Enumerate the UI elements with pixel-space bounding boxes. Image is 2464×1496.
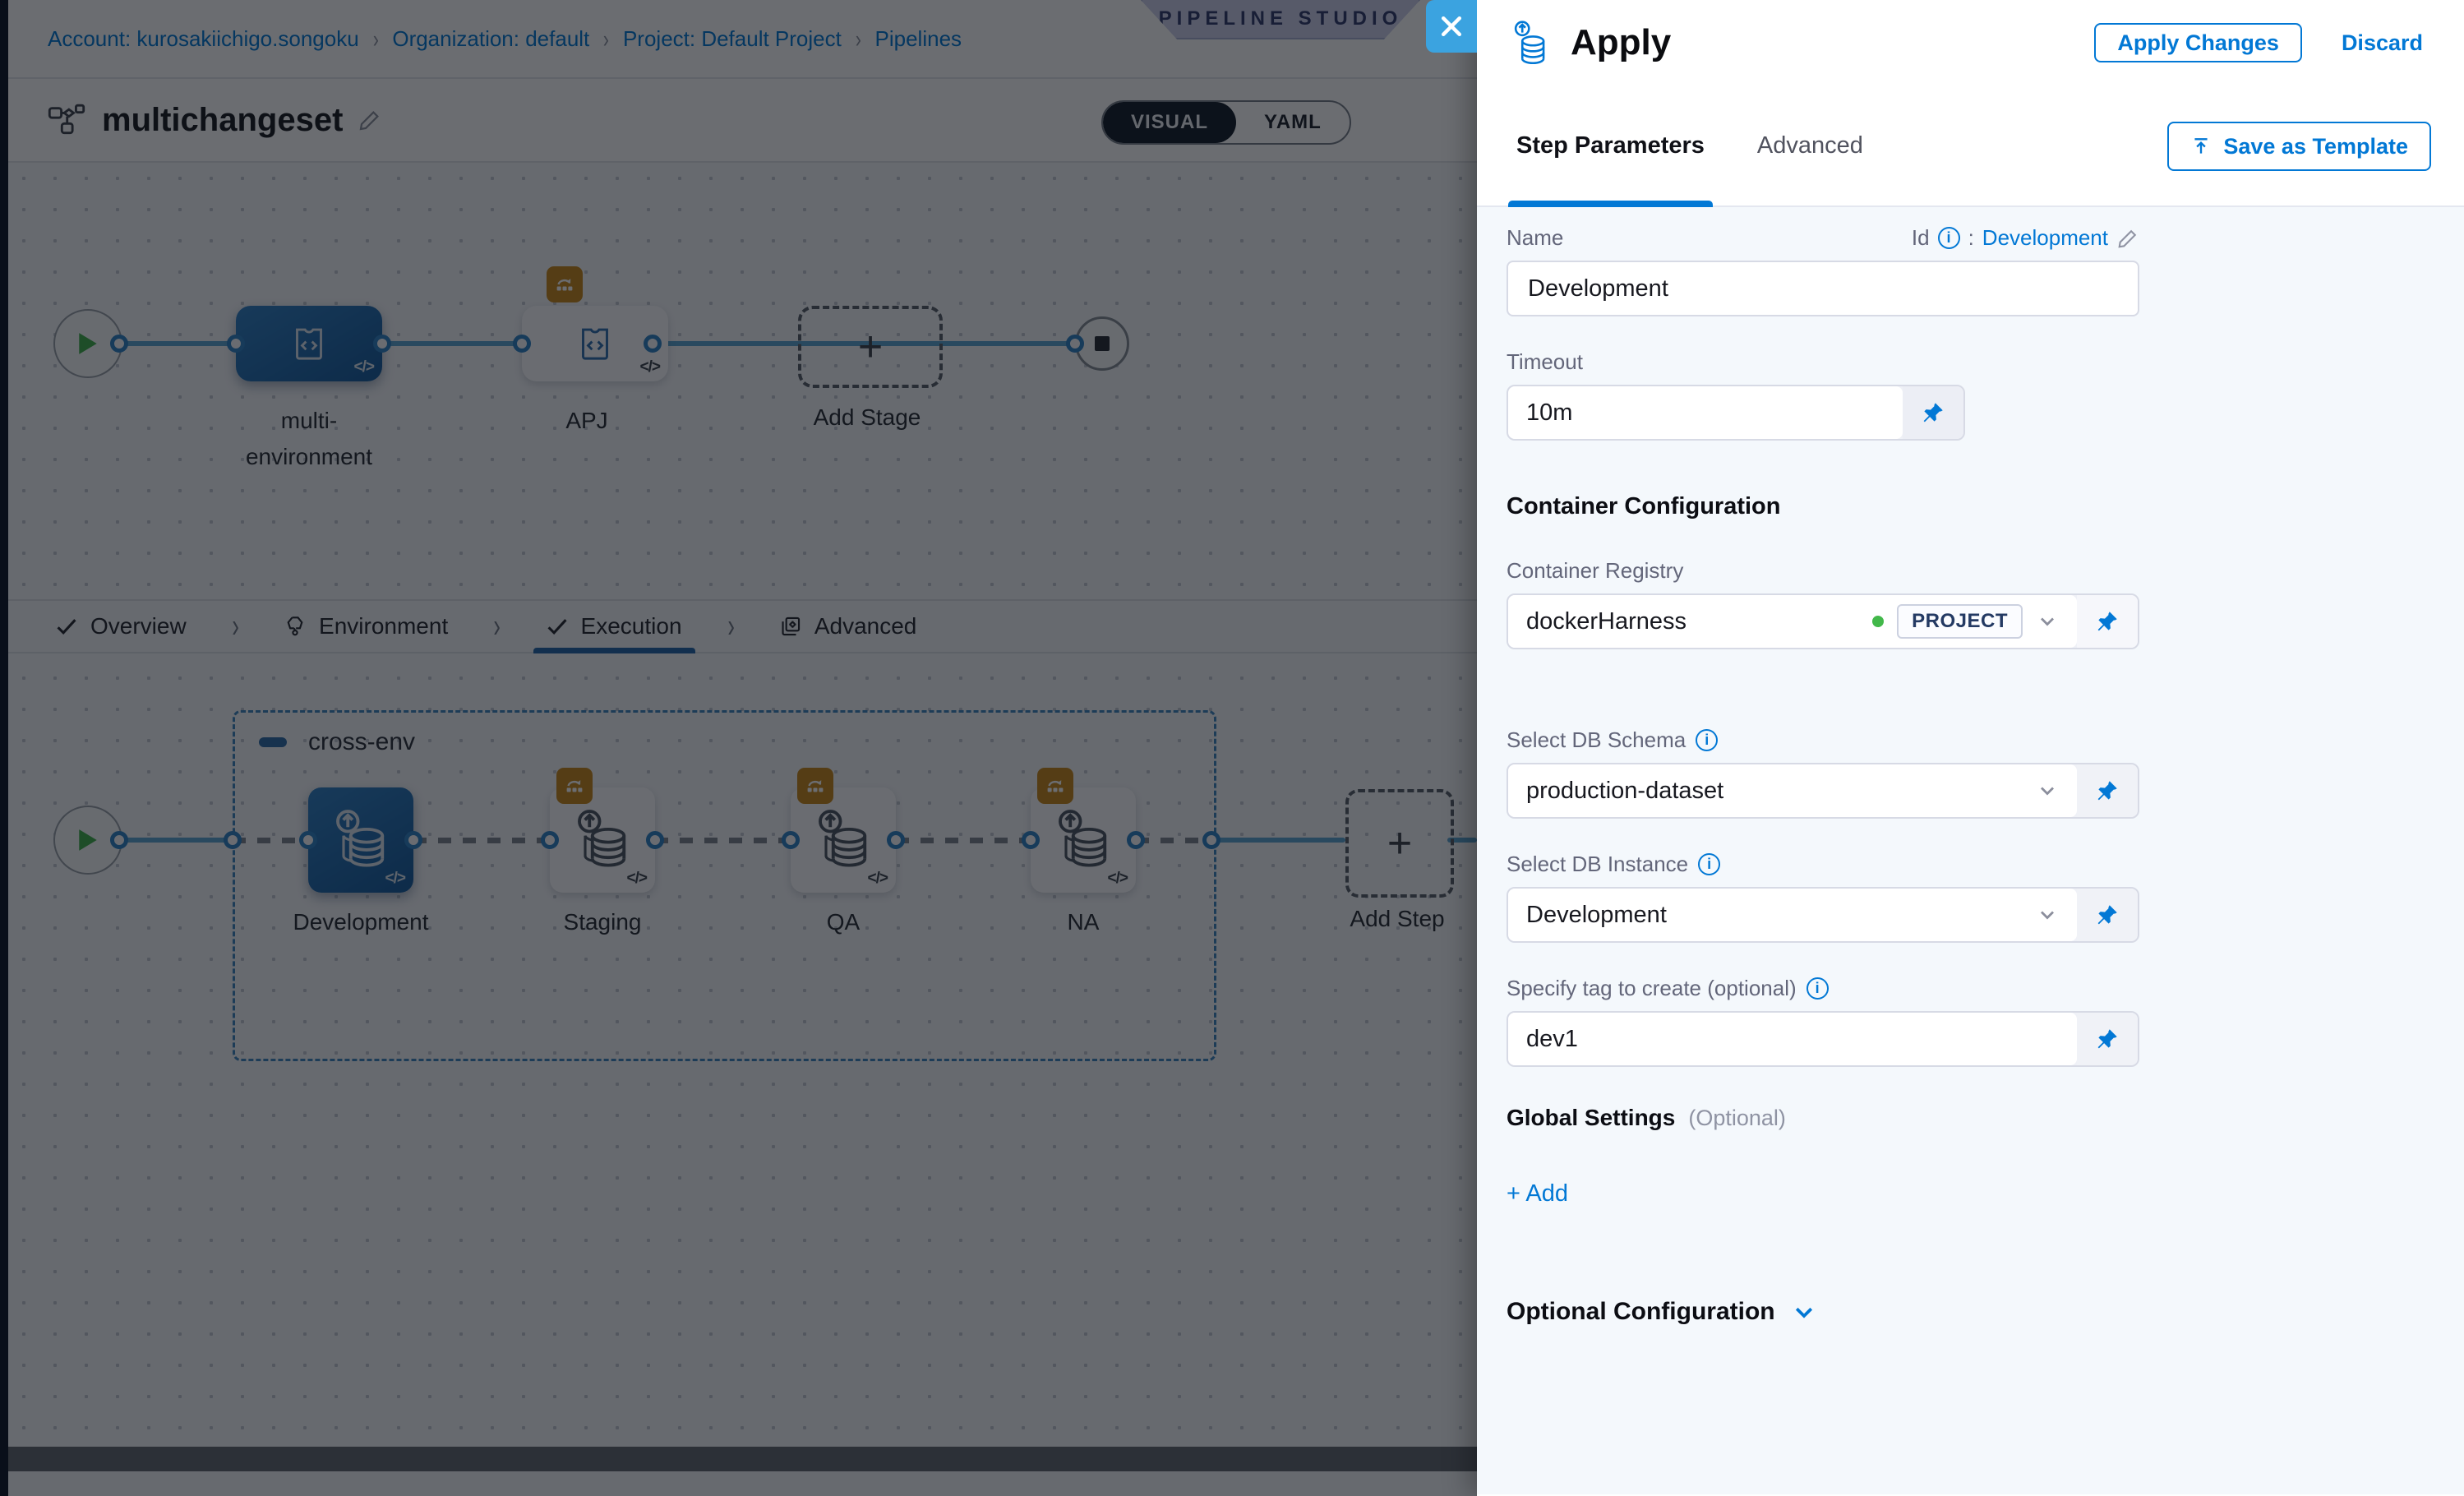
db-schema-label: Select DB Schema i	[1507, 727, 2464, 753]
name-field-row	[1507, 261, 2139, 316]
timeout-label: Timeout	[1507, 349, 1583, 374]
close-drawer-button[interactable]	[1426, 0, 1477, 53]
step-title: Apply	[1571, 22, 1672, 62]
pin-icon	[2097, 1029, 2117, 1049]
global-settings-label: Global Settings	[1507, 1105, 1676, 1130]
info-icon[interactable]: i	[1698, 853, 1721, 875]
pin-icon	[2097, 612, 2117, 631]
timeout-input[interactable]: 10m	[1508, 386, 1903, 439]
name-id-row: Name Id i : Development	[1507, 225, 2139, 251]
upload-icon	[2194, 138, 2208, 154]
connector-status-dot	[1872, 616, 1885, 627]
discard-button[interactable]: Discard	[2337, 30, 2428, 57]
drawer-tabs: Step Parameters Advanced Save as Templat…	[1477, 85, 2464, 207]
timeout-pin-button[interactable]	[1903, 386, 1963, 439]
tag-pin-button[interactable]	[2077, 1013, 2138, 1065]
pin-icon	[2097, 781, 2117, 801]
tag-label: Specify tag to create (optional) i	[1507, 976, 2464, 1001]
pipeline-editor-region: Account: kurosakiichigo.songoku › Organi…	[0, 0, 1477, 1496]
tab-advanced[interactable]: Advanced	[1756, 132, 1863, 159]
optional-configuration-label: Optional Configuration	[1507, 1298, 1775, 1325]
global-settings-optional: (Optional)	[1688, 1105, 1786, 1130]
optional-configuration-toggle[interactable]: Optional Configuration	[1507, 1298, 2464, 1326]
db-instance-pin-button[interactable]	[2077, 889, 2138, 941]
drawer-header: Apply Apply Changes Discard	[1477, 0, 2464, 85]
edit-pencil-icon[interactable]	[2116, 227, 2139, 250]
add-global-setting-button[interactable]: + Add	[1507, 1180, 1568, 1207]
save-as-template-button[interactable]: Save as Template	[2167, 122, 2431, 171]
database-upload-icon	[1510, 20, 1553, 66]
info-icon[interactable]: i	[1937, 227, 1960, 249]
id-value: Development	[1982, 225, 2108, 250]
info-icon[interactable]: i	[1806, 977, 1829, 1000]
db-instance-label: Select DB Instance i	[1507, 852, 2464, 877]
apply-changes-button[interactable]: Apply Changes	[2094, 23, 2302, 62]
chevron-down-icon	[1795, 1307, 1812, 1318]
db-instance-field: Development	[1507, 887, 2139, 943]
container-registry-input[interactable]: dockerHarness PROJECT	[1508, 595, 2077, 648]
dim-overlay	[0, 0, 1477, 1496]
name-input[interactable]	[1507, 261, 2139, 316]
pin-icon	[2097, 905, 2117, 925]
chevron-down-icon[interactable]	[2036, 903, 2059, 926]
info-icon[interactable]: i	[1696, 729, 1719, 751]
db-instance-select[interactable]: Development	[1508, 889, 2077, 941]
id-colon: :	[1968, 225, 1974, 250]
db-schema-pin-button[interactable]	[2077, 764, 2138, 817]
name-label: Name	[1507, 225, 1564, 250]
close-icon	[1441, 16, 1462, 37]
db-schema-field: production-dataset	[1507, 763, 2139, 819]
timeout-field: 10m	[1507, 385, 1965, 441]
container-registry-field: dockerHarness PROJECT	[1507, 593, 2139, 649]
container-configuration-heading: Container Configuration	[1507, 493, 1781, 519]
tag-field: dev1	[1507, 1011, 2139, 1067]
step-parameters-form: Name Id i : Development Timeout 10m	[1477, 207, 2464, 1494]
tag-input[interactable]: dev1	[1508, 1013, 2077, 1065]
chevron-down-icon[interactable]	[2036, 610, 2059, 633]
tab-step-parameters[interactable]: Step Parameters	[1508, 85, 1713, 207]
pin-icon	[1923, 403, 1943, 422]
chevron-down-icon[interactable]	[2036, 779, 2059, 802]
db-schema-select[interactable]: production-dataset	[1508, 764, 2077, 817]
scope-badge: PROJECT	[1897, 604, 2023, 639]
registry-pin-button[interactable]	[2077, 595, 2138, 648]
global-settings-row: Global Settings (Optional)	[1507, 1105, 2464, 1131]
step-id: Id i : Development	[1912, 225, 2139, 251]
id-label: Id	[1911, 225, 1930, 250]
container-registry-label: Container Registry	[1507, 558, 1684, 583]
step-config-drawer: Apply Apply Changes Discard Step Paramet…	[1426, 0, 2464, 1496]
